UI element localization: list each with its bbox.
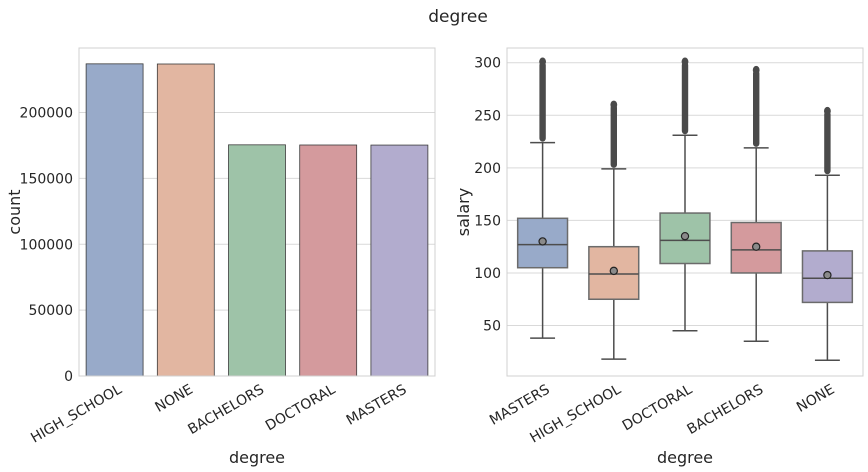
outlier-max — [681, 57, 689, 66]
y-tick-label: 150 — [474, 213, 501, 229]
y-axis-label: count — [5, 189, 24, 234]
x-axis-label: degree — [229, 448, 285, 467]
x-tick-label: BACHELORS — [685, 382, 767, 438]
y-tick-label: 50000 — [28, 303, 73, 319]
mean-marker — [752, 242, 761, 251]
x-tick-label: HIGH_SCHOOL — [28, 382, 125, 447]
box-iqr — [801, 250, 854, 304]
outlier-cluster — [824, 111, 831, 175]
y-tick-label: 300 — [474, 56, 501, 72]
outlier-max — [824, 106, 831, 116]
box-masters — [516, 57, 569, 339]
y-tick-label: 100 — [474, 266, 501, 282]
x-tick-label: MASTERS — [487, 382, 553, 429]
y-tick-label: 0 — [64, 369, 73, 385]
x-tick-label: NONE — [794, 382, 837, 416]
x-axis-label: degree — [657, 448, 713, 467]
outlier-cluster — [753, 70, 760, 147]
left-chart-count-bar: 0 50000 100000 150000 200000 HIGH_SCHOOL NONEB… — [5, 47, 436, 467]
y-tick-label: 200 — [474, 161, 501, 177]
bar-doctoral — [299, 144, 358, 377]
outlier-cluster — [539, 61, 546, 142]
bar-masters — [370, 144, 429, 377]
figure-title: degree — [428, 7, 488, 27]
outlier-max — [610, 100, 618, 109]
box-none — [801, 106, 854, 361]
x-tick-label: DOCTORAL — [263, 382, 338, 435]
mean-marker — [609, 266, 619, 276]
outlier-max — [539, 57, 546, 66]
x-tick-label: NONE — [152, 382, 195, 416]
y-tick-label: 200000 — [20, 106, 73, 122]
y-tick-label: 250 — [474, 108, 501, 124]
y-tick-label: 100000 — [20, 237, 73, 253]
mean-marker — [823, 270, 832, 280]
plot-frame — [506, 47, 864, 377]
box-bachelors — [730, 65, 782, 343]
x-tick-label: BACHELORS — [185, 382, 267, 438]
box-doctoral — [659, 57, 711, 332]
y-axis-label: salary — [454, 188, 473, 236]
y-tick-label: 50 — [483, 319, 501, 335]
plot-frame — [78, 47, 436, 377]
bar-bachelors — [228, 144, 286, 377]
y-tick-label: 150000 — [20, 171, 73, 187]
bar-high_school — [85, 63, 144, 377]
bar-none — [156, 63, 215, 377]
right-chart-salary-box: 50100150200250300MASTERSHIGH_SCHOOLDOCTO… — [454, 47, 864, 467]
box-high_school — [588, 100, 640, 360]
x-tick-label: DOCTORAL — [620, 382, 695, 435]
mean-marker — [680, 231, 690, 241]
outlier-max — [752, 65, 760, 75]
outlier-cluster — [610, 104, 617, 168]
outlier-cluster — [681, 61, 689, 135]
x-tick-label: MASTERS — [344, 382, 410, 429]
mean-marker — [538, 237, 547, 246]
